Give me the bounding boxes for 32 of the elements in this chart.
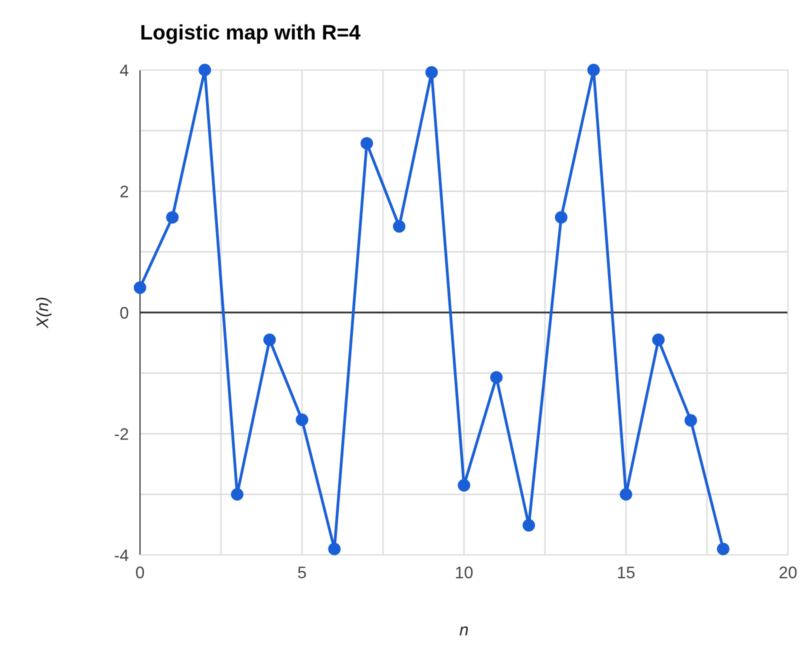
point: [620, 488, 632, 501]
point: [684, 414, 698, 427]
point: [198, 64, 212, 76]
point: [587, 64, 600, 76]
point: [392, 220, 406, 233]
point: [716, 542, 730, 556]
point: [296, 414, 308, 426]
point: [490, 371, 503, 384]
x-tick-label: 5: [298, 566, 306, 578]
y-tick-label: 2: [120, 186, 128, 198]
x-tick-label: 15: [618, 566, 635, 578]
point: [134, 281, 146, 294]
y-tick-label: 4: [120, 64, 128, 76]
point: [425, 66, 438, 79]
point: [554, 211, 568, 224]
point: [458, 479, 470, 492]
point: [263, 334, 276, 346]
y-tick-label: -4: [114, 550, 128, 562]
x-tick-label: 20: [780, 566, 797, 578]
y-tick-label: -2: [114, 428, 128, 440]
point: [230, 488, 244, 501]
chart-title: Logistic map with R=4: [141, 24, 360, 44]
y-axis-title: X(n): [36, 298, 52, 329]
y-tick-label: 0: [120, 306, 128, 319]
point: [166, 211, 179, 224]
point: [360, 137, 374, 150]
point: [652, 334, 665, 346]
x-axis-title: n: [460, 626, 468, 636]
point: [328, 542, 341, 556]
point: [522, 519, 536, 532]
x-tick-label: 0: [136, 566, 144, 578]
x-tick-label: 10: [456, 566, 473, 578]
